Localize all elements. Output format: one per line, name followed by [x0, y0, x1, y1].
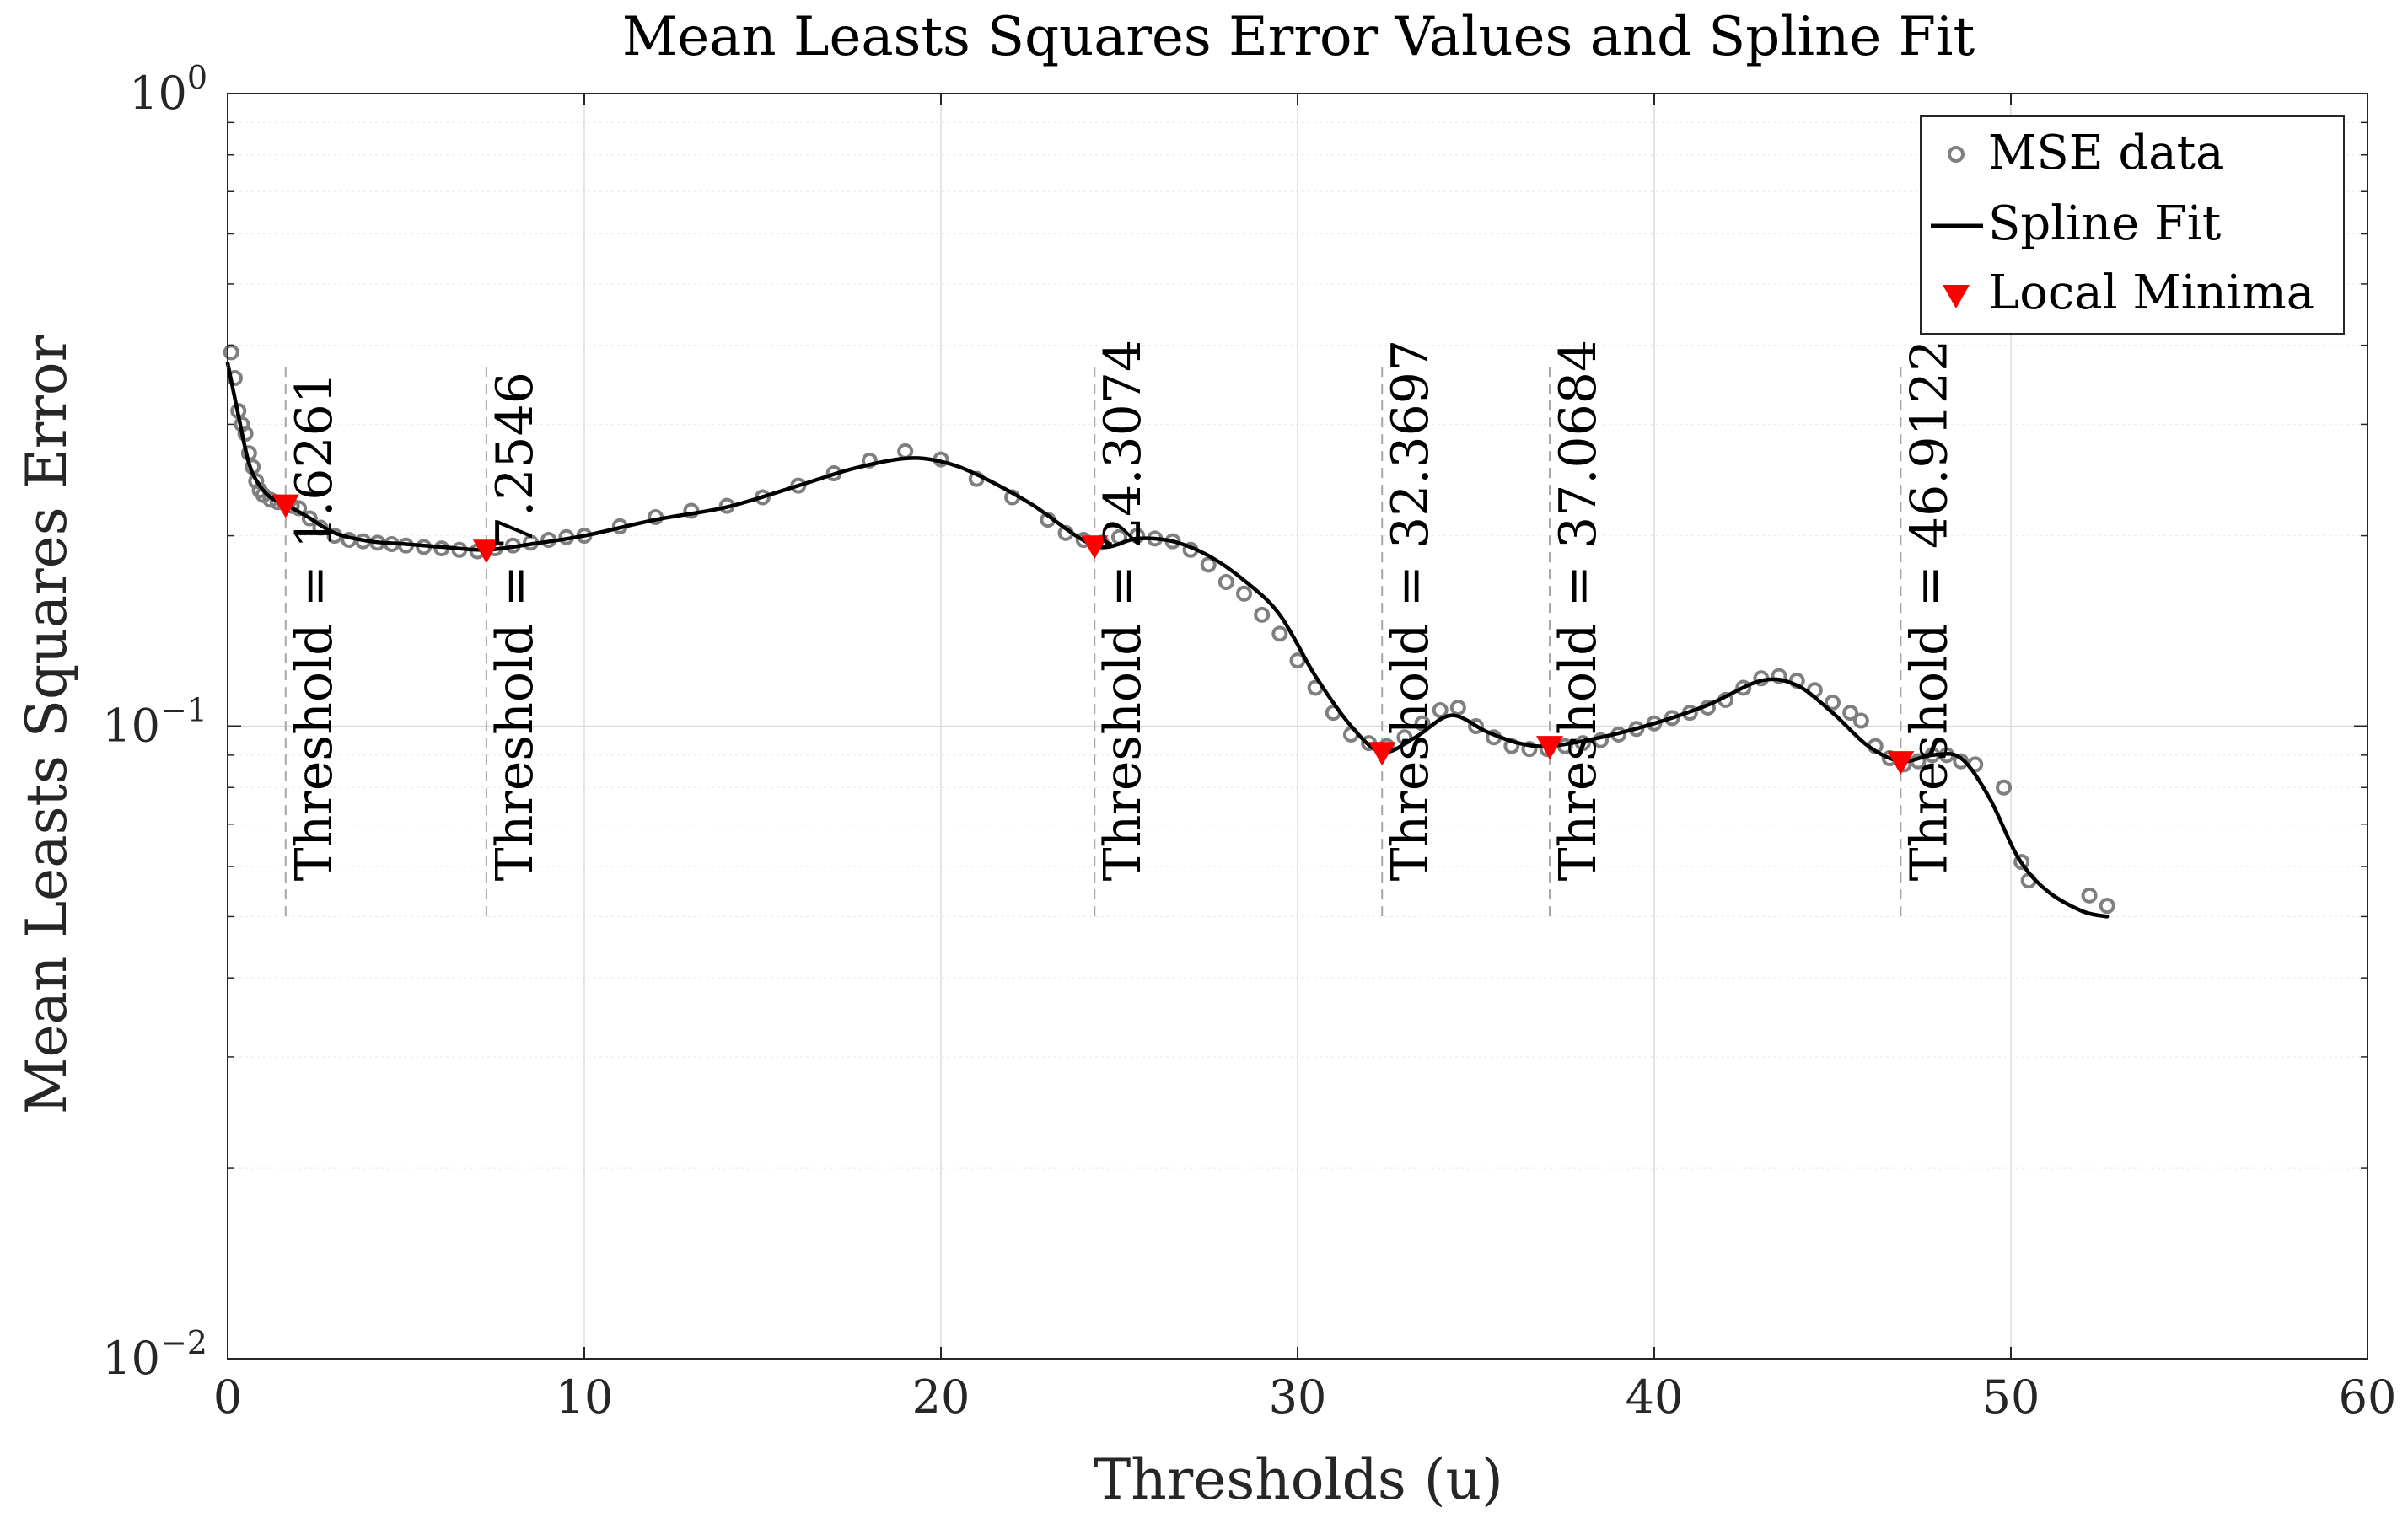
x-tick-label: 50 [1982, 1371, 2040, 1424]
mse-data-point [1236, 585, 1253, 602]
local-minimum-marker [1368, 742, 1396, 766]
legend-item-spline: Spline Fit [1931, 196, 2222, 251]
mse-data-point [1842, 705, 1859, 722]
x-tick-label: 20 [912, 1371, 970, 1424]
legend-item-minima: Local Minima [1943, 266, 2314, 320]
spline-fit-line [225, 361, 2110, 919]
y-tick-label: 10−2 [102, 1324, 207, 1385]
legend-mse-label: MSE data [1988, 126, 2224, 180]
local-minimum-marker [271, 494, 299, 518]
x-tick-label: 30 [1269, 1371, 1327, 1424]
x-tick-label: 0 [213, 1371, 242, 1424]
y-tick-label-exponent: −2 [160, 1324, 207, 1361]
x-tick-label: 60 [2339, 1371, 2397, 1424]
legend-minima-marker [1943, 285, 1970, 308]
mse-data-point [1521, 741, 1538, 758]
mse-data-point [2081, 887, 2098, 904]
threshold-label: Threshold = 32.3697 [1381, 340, 1440, 882]
mse-data-point [1129, 528, 1146, 545]
threshold-label: Threshold = 37.0684 [1549, 340, 1608, 882]
mse-data-point [1449, 699, 1466, 716]
mse-data-point [1953, 753, 1970, 770]
y-tick-label: 100 [129, 59, 207, 120]
mse-data-point [1468, 718, 1484, 734]
mse-data-point [1289, 652, 1306, 669]
local-minima-series [271, 494, 1915, 775]
mse-data-point [248, 473, 265, 490]
legend-item-mse: MSE data [1948, 126, 2224, 180]
y-tick-label-exponent: 0 [187, 59, 207, 96]
x-tick-label: 10 [556, 1371, 614, 1424]
threshold-label: Threshold = 24.3074 [1094, 340, 1153, 882]
mse-data-point [1217, 573, 1234, 590]
mse-data-point [1852, 712, 1869, 729]
legend: MSE data Spline Fit Local Minima [1920, 115, 2345, 335]
y-tick-label-base: 10 [102, 1332, 160, 1385]
y-tick-label: 10−1 [102, 692, 207, 753]
mse-data-point [1996, 779, 2013, 796]
mse-data-point [1432, 702, 1449, 719]
y-tick-label-base: 10 [129, 67, 187, 120]
threshold-labels: Threshold = 1.6261 Threshold = 7.2546 Thre… [285, 340, 1959, 882]
mse-data-point [1414, 715, 1431, 732]
legend-minima-label: Local Minima [1988, 266, 2314, 320]
threshold-label: Threshold = 46.9122 [1900, 340, 1959, 882]
mse-data-point [223, 344, 239, 361]
local-minimum-marker [1887, 751, 1915, 775]
threshold-label: Threshold = 1.6261 [285, 372, 344, 881]
mse-data-point [1771, 668, 1787, 684]
legend-spline-label: Spline Fit [1988, 196, 2222, 251]
mse-data-point [1271, 625, 1288, 642]
mse-data-point [1825, 694, 1841, 711]
legend-mse-marker [1948, 146, 1965, 163]
y-axis-label: Mean Leasts Squares Error [14, 335, 79, 1114]
mse-data-point [1200, 556, 1217, 573]
x-tick-label: 40 [1626, 1371, 1684, 1424]
mse-data-point [237, 425, 254, 442]
mse-data-point [1254, 606, 1271, 623]
mse-data-point [2013, 854, 2030, 871]
x-axis-label: Thresholds (u) [1094, 1447, 1502, 1512]
mse-data-point [861, 452, 878, 469]
local-minimum-marker [1081, 535, 1109, 560]
mse-data-point [2099, 898, 2115, 915]
y-tick-label-base: 10 [102, 700, 160, 753]
threshold-label: Threshold = 7.2546 [486, 372, 545, 881]
chart-title: Mean Leasts Squares Error Values and Spl… [622, 6, 1975, 68]
mse-data-point [301, 510, 318, 527]
local-minimum-marker [1535, 736, 1563, 760]
legend-box [1920, 115, 2345, 335]
y-tick-label-exponent: −1 [160, 692, 207, 729]
local-minimum-marker [472, 539, 500, 564]
mse-data-point [1735, 679, 1752, 696]
x-axis-ticks: 0 10 20 30 40 50 60 [213, 94, 2397, 1424]
threshold-guides [284, 367, 1902, 917]
